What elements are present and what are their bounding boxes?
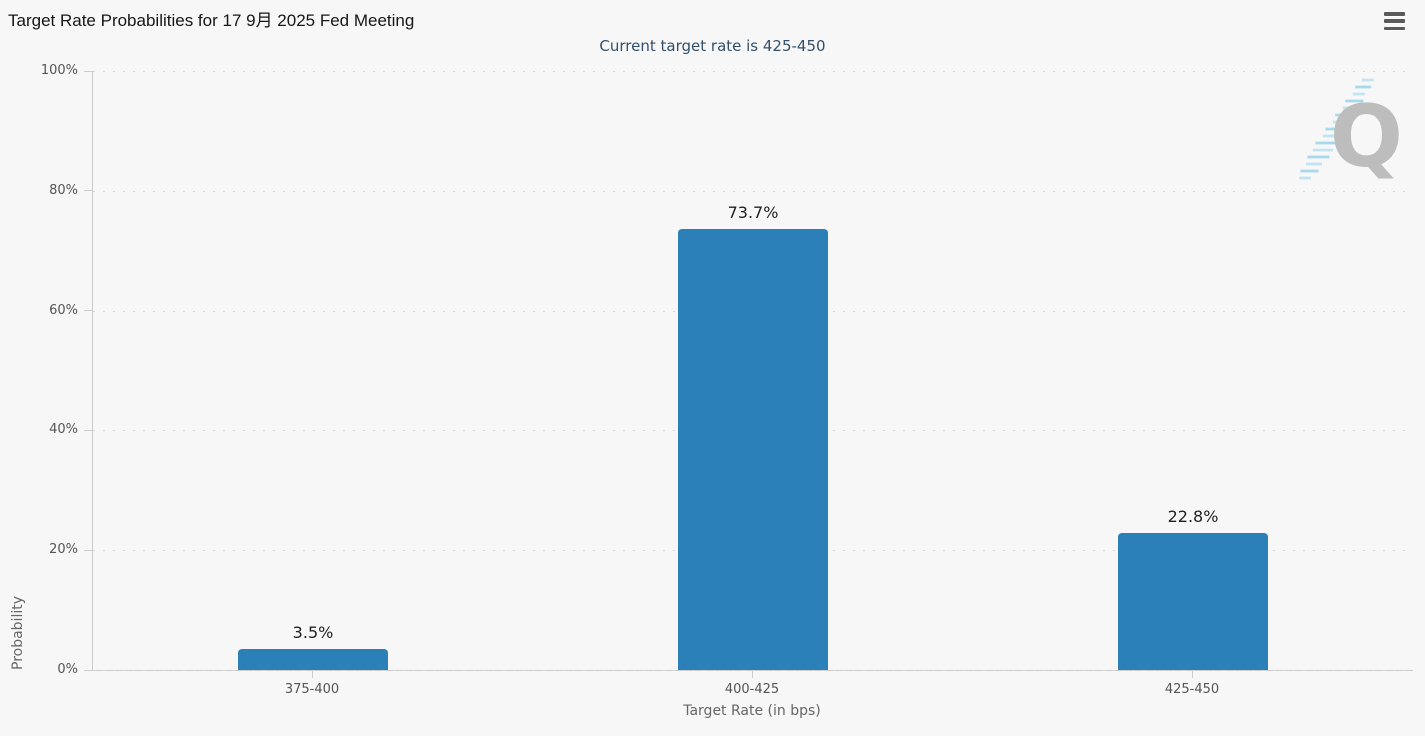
bar-value-label-400-425: 73.7% <box>727 202 779 222</box>
y-tick-mark <box>84 669 92 671</box>
y-tick-label-60: 60% <box>49 302 78 318</box>
chart-title: Target Rate Probabilities for 17 9月 2025… <box>8 11 415 30</box>
y-tick-mark <box>84 190 92 192</box>
x-tick-mark <box>1192 670 1193 678</box>
bar-cell-375-400: 3.5% <box>93 71 533 670</box>
x-tick-mark <box>312 670 313 678</box>
plot-area: 3.5% 73.7% 22.8% <box>92 71 1413 671</box>
watermark-q-letter: Q <box>1329 87 1403 187</box>
x-tick-label-400-425: 400-425 <box>532 670 972 697</box>
bar-400-425[interactable] <box>678 228 828 670</box>
bar-375-400[interactable] <box>238 649 388 670</box>
gridline-80 <box>93 190 1413 192</box>
y-tick-mark <box>84 549 92 551</box>
bar-cell-425-450: 22.8% <box>973 71 1413 670</box>
gridline-0 <box>93 670 1413 671</box>
bar-cell-400-425: 73.7% <box>533 71 973 670</box>
x-axis-title: Target Rate (in bps) <box>683 703 821 719</box>
q-watermark-logo: Q <box>1297 70 1405 188</box>
y-tick-mark <box>84 429 92 431</box>
x-tick-label-375-400: 375-400 <box>92 670 532 697</box>
y-axis: 0% 20% 40% 60% 80% 100% <box>0 63 92 677</box>
y-tick-label-0: 0% <box>57 662 78 677</box>
gridline-100 <box>93 71 1413 72</box>
export-menu-button[interactable] <box>1383 11 1407 31</box>
x-tick-label-425-450: 425-450 <box>972 670 1412 697</box>
y-tick-label-100: 100% <box>40 63 78 78</box>
y-tick-label-80: 80% <box>49 182 78 198</box>
x-tick-mark <box>752 670 753 678</box>
y-axis-title: Probability <box>10 595 26 670</box>
chart-subtitle: Current target rate is 425-450 <box>599 37 826 55</box>
bar-425-450[interactable] <box>1118 533 1268 670</box>
bar-value-label-425-450: 22.8% <box>1167 507 1219 527</box>
watermark-stripes-icon <box>1299 78 1374 180</box>
y-tick-label-20: 20% <box>49 542 78 558</box>
y-tick-label-40: 40% <box>49 422 78 438</box>
bar-series: 3.5% 73.7% 22.8% <box>93 71 1413 670</box>
y-tick-mark <box>84 310 92 312</box>
bar-value-label-375-400: 3.5% <box>292 623 334 643</box>
x-axis: 375-400 400-425 425-450 <box>92 670 1412 697</box>
y-tick-mark <box>84 70 92 72</box>
